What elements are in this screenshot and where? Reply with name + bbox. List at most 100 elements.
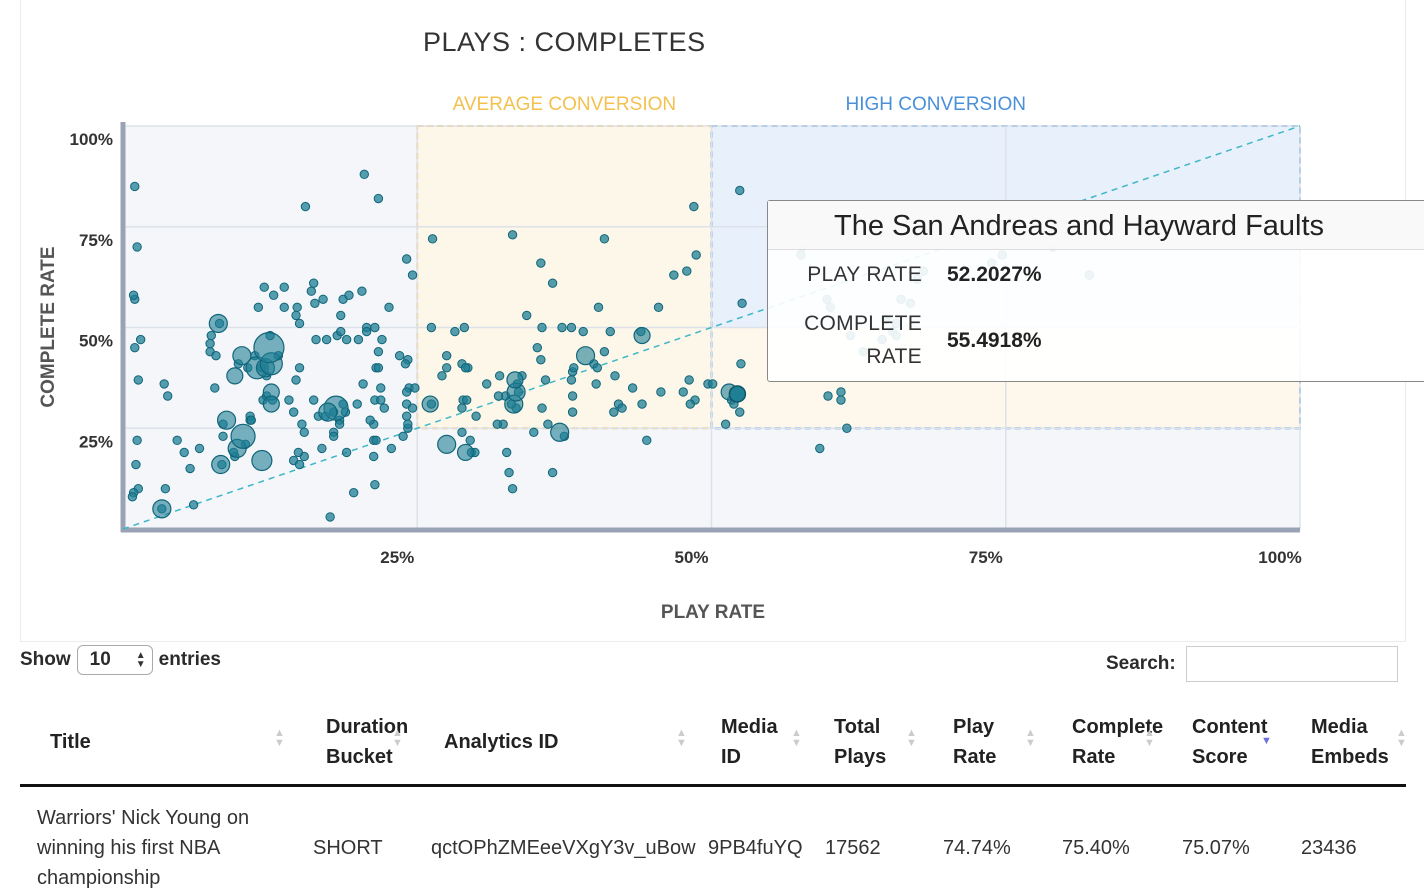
data-point (557, 322, 567, 333)
y-tick-label: 25% (79, 432, 113, 451)
data-point (306, 286, 317, 296)
data-point (132, 242, 142, 252)
data-point (678, 387, 688, 397)
entries-select[interactable]: 10 ▲ ▼ (76, 645, 153, 675)
data-point (159, 379, 169, 389)
data-point (206, 330, 216, 341)
data-point (341, 447, 352, 458)
data-point (246, 415, 256, 425)
data-point (599, 346, 610, 357)
x-tick-label: 75% (969, 548, 1003, 567)
data-point (370, 322, 380, 333)
data-point (218, 431, 228, 442)
sort-desc-icon: ▼ (1261, 735, 1272, 747)
data-point (288, 407, 299, 417)
col-header-media-embeds[interactable]: Media Embeds ▲ ▼ (1311, 716, 1407, 768)
data-point (384, 302, 394, 313)
data-point (653, 302, 664, 313)
sort-icon: ▲ ▼ (392, 727, 403, 749)
data-point (637, 399, 647, 409)
col-header-duration-bucket[interactable]: Duration Bucket ▲ ▼ (326, 716, 409, 768)
data-point (502, 447, 512, 458)
tooltip-complete-rate-value: 55.4918% (947, 329, 1042, 352)
col-header-media-id[interactable]: Media ID ▲ ▼ (721, 716, 802, 768)
data-point (456, 443, 475, 462)
data-point (836, 395, 846, 405)
data-point (504, 467, 514, 478)
data-point (633, 326, 651, 345)
data-point (135, 334, 146, 345)
tooltip-complete-rate-label-2: RATE (866, 345, 922, 368)
data-point (216, 410, 237, 430)
entries-value: 10 (89, 649, 111, 670)
data-point (575, 346, 596, 366)
data-point (369, 451, 379, 462)
data-point (294, 459, 305, 470)
col-header-play-rate[interactable]: Play Rate ▲ ▼ (953, 716, 1036, 768)
sort-icon: ▲ ▼ (676, 727, 687, 749)
data-point (566, 322, 577, 333)
table-row[interactable]: Warriors' Nick Young on winning his firs… (20, 786, 1406, 895)
data-point (669, 270, 679, 280)
data-point (441, 351, 452, 361)
data-point (294, 318, 305, 329)
data-point (537, 403, 547, 413)
cell-play-rate: 74.74% (943, 837, 1011, 859)
data-point (130, 342, 140, 353)
data-point (211, 351, 221, 361)
data-point (321, 334, 332, 345)
data-point (493, 391, 504, 401)
data-point (133, 375, 144, 385)
data-point (251, 449, 273, 472)
data-point (532, 342, 543, 353)
col-header-total-plays[interactable]: Total Plays ▲ ▼ (834, 716, 917, 768)
data-point (685, 399, 696, 409)
data-point (566, 375, 577, 385)
cell-media-id: 9PB4fuYQ (708, 837, 803, 859)
data-point (457, 403, 467, 413)
data-point (735, 185, 745, 196)
data-point (308, 278, 319, 288)
data-point (707, 379, 718, 389)
col-header-content-score[interactable]: Content Score ▼ (1192, 716, 1272, 768)
reference-line (122, 125, 1301, 530)
data-point (403, 419, 413, 429)
data-point (373, 363, 384, 373)
tooltip-complete-rate-label: COMPLETE (804, 312, 922, 335)
sort-icon: ▲ ▼ (906, 727, 917, 749)
x-tick-label: 50% (674, 548, 708, 567)
data-point (627, 383, 638, 393)
search-input[interactable] (1185, 646, 1398, 682)
data-point (279, 302, 289, 313)
entries-label: entries (158, 649, 221, 670)
data-point (318, 402, 338, 422)
data-point (152, 499, 172, 519)
data-point (550, 422, 570, 442)
col-header-complete-rate[interactable]: Complete Rate ▲ ▼ (1072, 716, 1164, 768)
data-point (185, 463, 195, 474)
cell-title: Warriors' Nick Young on winning his firs… (37, 807, 250, 889)
data-point (494, 371, 505, 381)
data-point (131, 459, 141, 470)
cell-total-plays: 17562 (825, 837, 881, 859)
data-point (441, 363, 452, 373)
data-point (179, 447, 189, 458)
data-point (737, 298, 747, 309)
data-point (823, 391, 833, 401)
data-point (593, 302, 604, 313)
data-point (689, 201, 699, 212)
entries-control: Show 10 ▲ ▼ entries (20, 645, 221, 675)
col-header-title[interactable]: Title ▲ ▼ (50, 727, 285, 754)
data-point (609, 407, 619, 417)
x-axis-label: PLAY RATE (661, 602, 765, 623)
data-point (591, 379, 601, 389)
data-point (253, 302, 264, 313)
data-point (194, 443, 205, 454)
data-point (336, 310, 346, 321)
data-point (317, 443, 327, 454)
data-point (407, 270, 418, 280)
col-header-analytics-id[interactable]: Analytics ID ▲ ▼ (444, 727, 687, 754)
data-point (279, 282, 289, 292)
data-point (459, 322, 470, 333)
data-point (230, 423, 256, 449)
